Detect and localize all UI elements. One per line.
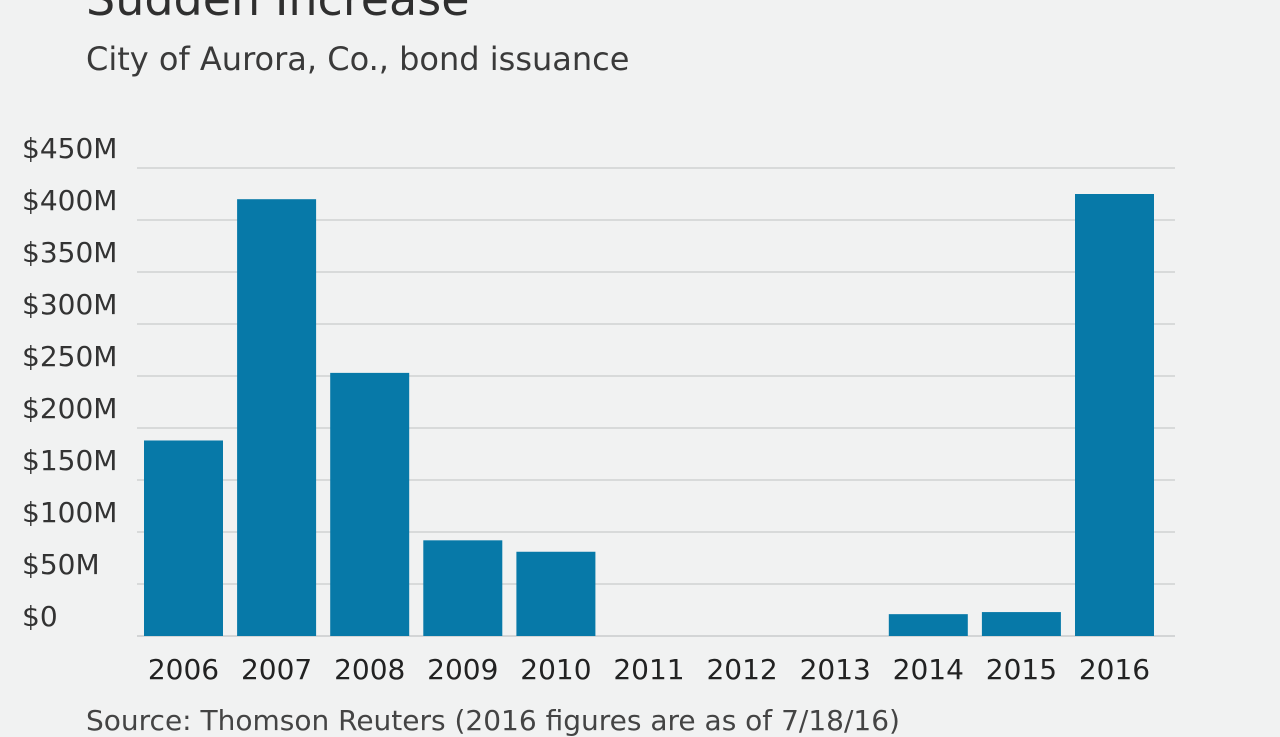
y-tick-label: $250M — [22, 340, 117, 373]
x-tick-label: 2016 — [1079, 653, 1150, 686]
bar-2007 — [237, 199, 317, 636]
bar-2006 — [144, 440, 223, 636]
y-tick-label: $150M — [22, 444, 117, 477]
x-axis-ticks: 2006 2007 2008 2009 2010 2011 2012 2013 2014 2015… — [148, 653, 1150, 686]
x-tick-label: 2012 — [706, 653, 777, 686]
y-tick-label: $50M — [22, 548, 100, 581]
x-tick-label: 2011 — [613, 653, 684, 686]
bar-2015 — [981, 612, 1061, 636]
bar-2009 — [423, 540, 503, 636]
x-tick-label: 2014 — [893, 653, 964, 686]
bar-2008 — [330, 372, 410, 636]
x-tick-label: 2009 — [427, 653, 498, 686]
y-tick-label: $0 — [22, 600, 58, 633]
x-tick-label: 2007 — [241, 653, 312, 686]
y-tick-label: $350M — [22, 236, 117, 269]
x-tick-label: 2006 — [148, 653, 219, 686]
y-tick-label: $450M — [22, 132, 117, 165]
x-tick-label: 2010 — [520, 653, 591, 686]
x-tick-label: 2008 — [334, 653, 405, 686]
y-tick-label: $300M — [22, 288, 117, 321]
bar-2014 — [888, 614, 968, 636]
x-tick-label: 2015 — [986, 653, 1057, 686]
bars — [144, 194, 1154, 636]
y-tick-label: $400M — [22, 184, 117, 217]
y-tick-label: $200M — [22, 392, 117, 425]
source-note: Source: Thomson Reuters (2016 figures ar… — [86, 704, 900, 737]
chart-subtitle: City of Aurora, Co., bond issuance — [86, 40, 630, 78]
bar-2016 — [1075, 194, 1154, 636]
bar-chart: $0 $50M $100M $150M $200M $250M $300M $350M $400… — [22, 132, 1175, 686]
y-axis-ticks: $0 $50M $100M $150M $200M $250M $300M $350M $400… — [22, 132, 117, 633]
bar-2010 — [516, 551, 596, 636]
chart-title: Sudden Increase — [86, 0, 470, 26]
y-tick-label: $100M — [22, 496, 117, 529]
x-tick-label: 2013 — [800, 653, 871, 686]
